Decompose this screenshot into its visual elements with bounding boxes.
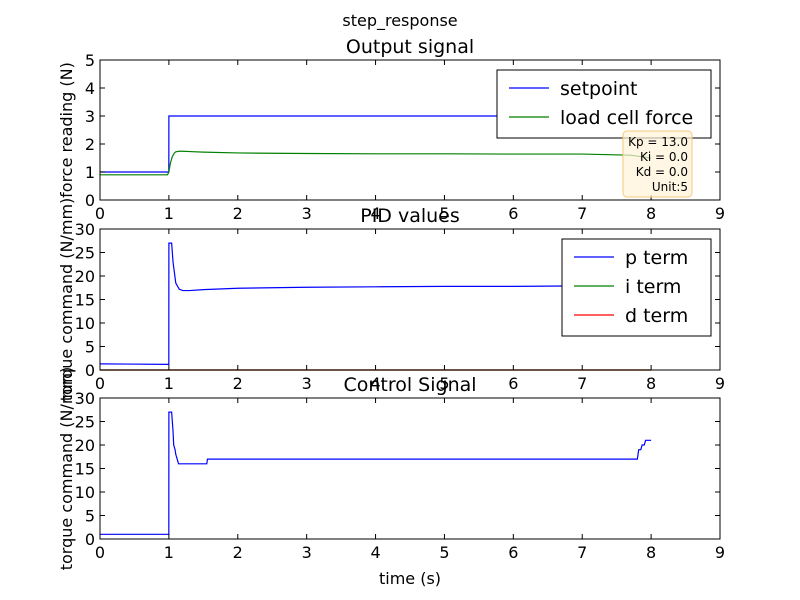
x-tick-label: 4 bbox=[370, 204, 380, 223]
legend: p term i term d term bbox=[561, 238, 712, 337]
legend-box bbox=[561, 238, 712, 337]
y-tick-label: 0 bbox=[85, 191, 95, 210]
y-tick-label: 30 bbox=[75, 220, 95, 239]
x-tick-label: 6 bbox=[508, 543, 518, 562]
y-axis-label: force reading (N) bbox=[57, 62, 76, 198]
subplot-title: Output signal bbox=[346, 36, 474, 58]
y-tick-label: 10 bbox=[75, 314, 95, 333]
y-tick-label: 0 bbox=[85, 530, 95, 549]
y-tick-label: 15 bbox=[75, 291, 95, 310]
x-tick-label: 5 bbox=[439, 543, 449, 562]
y-tick-label: 5 bbox=[85, 507, 95, 526]
x-tick-label: 1 bbox=[164, 204, 174, 223]
y-axis-label: torque command (N/mm) bbox=[57, 367, 76, 571]
x-tick-label: 9 bbox=[715, 543, 725, 562]
x-tick-label: 8 bbox=[646, 374, 656, 393]
y-tick-label: 2 bbox=[85, 135, 95, 154]
y-tick-label: 0 bbox=[85, 361, 95, 380]
x-tick-label: 7 bbox=[577, 543, 587, 562]
y-tick-label: 4 bbox=[85, 79, 95, 98]
subplot-1: 0 1 2 3 4 5 6 7 8 9 0 1 2 3 4 5 Output signal force readi… bbox=[57, 36, 725, 223]
x-tick-label: 7 bbox=[577, 374, 587, 393]
x-tick-label: 4 bbox=[370, 374, 380, 393]
annotation-line: Unit:5 bbox=[652, 180, 688, 194]
annotation-line: Ki = 0.0 bbox=[640, 150, 688, 164]
x-tick-label: 3 bbox=[302, 543, 312, 562]
series-line-load-cell-force bbox=[100, 150, 652, 176]
legend-label: load cell force bbox=[560, 107, 693, 129]
x-tick-label: 0 bbox=[95, 204, 105, 223]
x-tick-label: 8 bbox=[646, 543, 656, 562]
legend-label: i term bbox=[625, 276, 681, 298]
figure-suptitle: step_response bbox=[342, 11, 457, 31]
x-tick-label: 8 bbox=[646, 204, 656, 223]
legend: setpoint load cell force bbox=[496, 69, 712, 139]
series-line-3-1 bbox=[100, 411, 652, 535]
x-tick-label: 6 bbox=[508, 374, 518, 393]
subplot-title: PID values bbox=[360, 205, 460, 227]
plot-area bbox=[100, 398, 720, 539]
y-tick-label: 25 bbox=[75, 413, 95, 432]
y-tick-label: 3 bbox=[85, 107, 95, 126]
y-tick-label: 5 bbox=[85, 338, 95, 357]
annotation-line: Kp = 13.0 bbox=[628, 135, 688, 149]
x-tick-label: 2 bbox=[233, 543, 243, 562]
legend-label: setpoint bbox=[560, 78, 638, 100]
x-tick-label: 3 bbox=[302, 204, 312, 223]
x-tick-label: 9 bbox=[715, 374, 725, 393]
x-axis-label: time (s) bbox=[379, 569, 441, 588]
y-tick-label: 5 bbox=[85, 51, 95, 70]
subplots: 0 1 2 3 4 5 6 7 8 9 0 1 2 3 4 5 Output signal force readi… bbox=[57, 36, 725, 588]
x-tick-label: 3 bbox=[302, 374, 312, 393]
x-tick-label: 0 bbox=[95, 374, 105, 393]
y-tick-label: 25 bbox=[75, 244, 95, 263]
x-tick-label: 4 bbox=[370, 543, 380, 562]
y-axis-label: torque command (N/mm) bbox=[57, 198, 76, 402]
legend-box bbox=[496, 69, 712, 139]
x-tick-label: 5 bbox=[439, 374, 449, 393]
legend-label: d term bbox=[625, 305, 688, 327]
y-tick-label: 20 bbox=[75, 436, 95, 455]
x-tick-label: 0 bbox=[95, 543, 105, 562]
y-tick-label: 30 bbox=[75, 389, 95, 408]
legend-label: p term bbox=[625, 247, 688, 269]
x-tick-label: 2 bbox=[233, 204, 243, 223]
x-tick-label: 1 bbox=[164, 374, 174, 393]
axes-frame bbox=[99, 59, 721, 201]
x-tick-label: 5 bbox=[439, 204, 449, 223]
series-line-p-term bbox=[99, 242, 652, 365]
subplot-title: Control Signal bbox=[343, 374, 476, 396]
y-tick-label: 1 bbox=[85, 163, 95, 182]
x-tick-label: 6 bbox=[508, 204, 518, 223]
annotation-box bbox=[622, 130, 693, 198]
y-tick-label: 10 bbox=[75, 483, 95, 502]
x-tick-label: 7 bbox=[577, 204, 587, 223]
x-tick-label: 1 bbox=[164, 543, 174, 562]
y-tick-label: 20 bbox=[75, 267, 95, 286]
annotation-line: Kd = 0.0 bbox=[636, 165, 688, 179]
y-tick-label: 15 bbox=[75, 460, 95, 479]
x-tick-label: 9 bbox=[715, 204, 725, 223]
x-tick-label: 2 bbox=[233, 374, 243, 393]
series-line-setpoint bbox=[100, 115, 652, 173]
